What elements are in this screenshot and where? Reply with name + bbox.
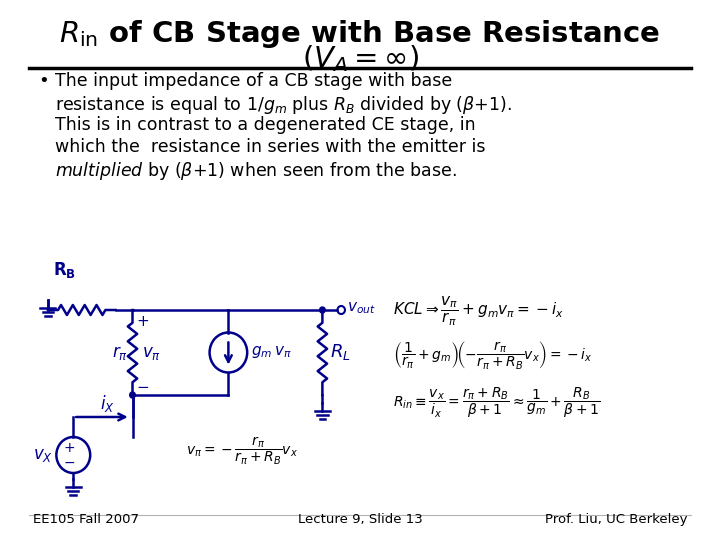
Text: $r_\pi$: $r_\pi$ bbox=[112, 343, 128, 361]
Text: This is in contrast to a degenerated CE stage, in: This is in contrast to a degenerated CE … bbox=[55, 116, 476, 134]
Text: $R_L$: $R_L$ bbox=[330, 342, 351, 362]
Text: $v_\pi$: $v_\pi$ bbox=[142, 343, 161, 361]
Text: $\mathbf{R_B}$: $\mathbf{R_B}$ bbox=[53, 260, 76, 280]
Text: $\mathit{R}_{\mathrm{in}}$ of CB Stage with Base Resistance: $\mathit{R}_{\mathrm{in}}$ of CB Stage w… bbox=[60, 18, 660, 50]
Text: $-$: $-$ bbox=[63, 455, 76, 469]
Circle shape bbox=[320, 307, 325, 313]
Text: •: • bbox=[38, 72, 49, 90]
Text: Lecture 9, Slide 13: Lecture 9, Slide 13 bbox=[297, 513, 423, 526]
Text: resistance is equal to $1/g_m$ plus $R_B$ divided by ($\beta$+1).: resistance is equal to $1/g_m$ plus $R_B… bbox=[55, 94, 512, 116]
Text: $\mathit{multiplied}$ by ($\beta$+1) when seen from the base.: $\mathit{multiplied}$ by ($\beta$+1) whe… bbox=[55, 160, 457, 182]
Text: $KCL \Rightarrow \dfrac{v_{\pi}}{r_{\pi}} + g_m v_{\pi} = -i_x$: $KCL \Rightarrow \dfrac{v_{\pi}}{r_{\pi}… bbox=[393, 295, 564, 328]
Text: The input impedance of a CB stage with base: The input impedance of a CB stage with b… bbox=[55, 72, 453, 90]
Text: $v_{\pi} = -\dfrac{r_{\pi}}{r_{\pi}+R_B}v_x$: $v_{\pi} = -\dfrac{r_{\pi}}{r_{\pi}+R_B}… bbox=[186, 435, 298, 467]
Circle shape bbox=[130, 392, 135, 398]
Text: +: + bbox=[63, 441, 76, 455]
Text: Prof. Liu, UC Berkeley: Prof. Liu, UC Berkeley bbox=[544, 513, 687, 526]
Text: $R_{in} \equiv \dfrac{v_x}{i_x} = \dfrac{r_{\pi}+R_B}{\beta+1} \approx \dfrac{1}: $R_{in} \equiv \dfrac{v_x}{i_x} = \dfrac… bbox=[393, 385, 600, 420]
Text: $\left(\dfrac{1}{r_{\pi}} + g_m\right)\!\left(-\dfrac{r_{\pi}}{r_{\pi}+R_B}v_x\r: $\left(\dfrac{1}{r_{\pi}} + g_m\right)\!… bbox=[393, 340, 593, 372]
Text: $g_m\, v_\pi$: $g_m\, v_\pi$ bbox=[251, 345, 292, 361]
Text: $-$: $-$ bbox=[136, 377, 150, 393]
Text: which the  resistance in series with the emitter is: which the resistance in series with the … bbox=[55, 138, 486, 156]
Text: $v_{out}$: $v_{out}$ bbox=[347, 300, 376, 316]
Text: +: + bbox=[136, 314, 149, 329]
Text: $v_X$: $v_X$ bbox=[32, 446, 53, 464]
Text: $(V_A = \infty)$: $(V_A = \infty)$ bbox=[302, 43, 418, 74]
Text: $i_X$: $i_X$ bbox=[100, 393, 115, 414]
Text: EE105 Fall 2007: EE105 Fall 2007 bbox=[33, 513, 139, 526]
